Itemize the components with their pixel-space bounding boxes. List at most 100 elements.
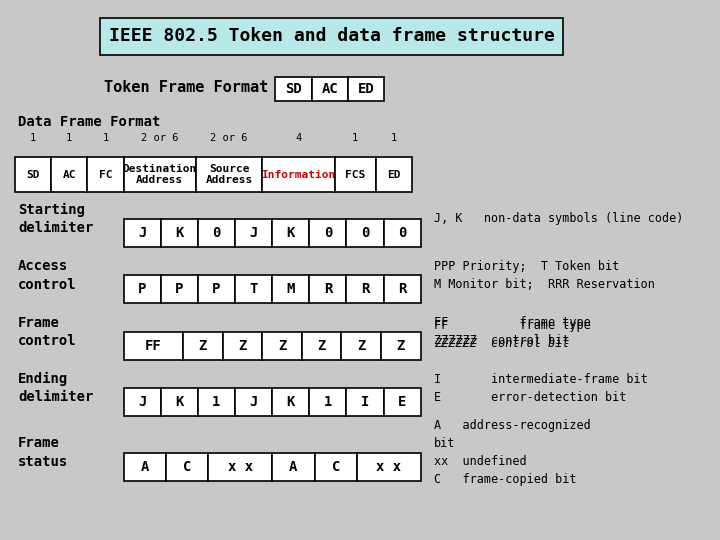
- Text: Frame
status: Frame status: [18, 436, 68, 469]
- Text: FF          frame type: FF frame type: [434, 319, 590, 332]
- FancyBboxPatch shape: [310, 275, 346, 303]
- Text: K: K: [287, 226, 295, 240]
- Text: K: K: [175, 395, 184, 409]
- FancyBboxPatch shape: [310, 219, 346, 247]
- FancyBboxPatch shape: [276, 77, 312, 101]
- Text: Frame
control: Frame control: [18, 315, 76, 348]
- Text: K: K: [287, 395, 295, 409]
- Text: 1: 1: [66, 133, 72, 144]
- FancyBboxPatch shape: [262, 157, 335, 192]
- FancyBboxPatch shape: [346, 219, 384, 247]
- Text: ED: ED: [358, 82, 374, 96]
- FancyBboxPatch shape: [235, 219, 272, 247]
- Text: FF          frame type
ZZZZZZ  control bit: FF frame type ZZZZZZ control bit: [434, 316, 590, 347]
- Text: Data Frame Format: Data Frame Format: [18, 115, 161, 129]
- Text: 1: 1: [324, 395, 332, 409]
- Text: x x: x x: [228, 460, 253, 474]
- FancyBboxPatch shape: [222, 332, 262, 360]
- FancyBboxPatch shape: [124, 157, 196, 192]
- Text: Z: Z: [278, 339, 287, 353]
- Text: M: M: [287, 282, 295, 296]
- Text: Access
control: Access control: [18, 259, 76, 292]
- Text: 2 or 6: 2 or 6: [141, 133, 179, 144]
- FancyBboxPatch shape: [196, 157, 262, 192]
- Text: FC: FC: [99, 170, 112, 180]
- Text: 1: 1: [352, 133, 359, 144]
- Text: R: R: [361, 282, 369, 296]
- Text: 1: 1: [391, 133, 397, 144]
- Text: Ending
delimiter: Ending delimiter: [18, 372, 94, 404]
- FancyBboxPatch shape: [166, 453, 209, 481]
- FancyBboxPatch shape: [272, 275, 310, 303]
- Text: 0: 0: [398, 226, 406, 240]
- Text: J: J: [249, 226, 258, 240]
- FancyBboxPatch shape: [312, 77, 348, 101]
- Text: K: K: [175, 226, 184, 240]
- Text: Token Frame Format: Token Frame Format: [104, 80, 269, 95]
- Text: A   address-recognized
bit
xx  undefined
C   frame-copied bit: A address-recognized bit xx undefined C …: [434, 419, 590, 486]
- FancyBboxPatch shape: [124, 388, 161, 416]
- FancyBboxPatch shape: [262, 332, 302, 360]
- FancyBboxPatch shape: [272, 388, 310, 416]
- Text: Information: Information: [261, 170, 336, 180]
- Text: I       intermediate-frame bit
E       error-detection bit: I intermediate-frame bit E error-detecti…: [434, 373, 648, 404]
- Text: P: P: [138, 282, 146, 296]
- FancyBboxPatch shape: [124, 275, 161, 303]
- Text: C: C: [332, 460, 340, 474]
- FancyBboxPatch shape: [124, 332, 183, 360]
- Text: FCS: FCS: [345, 170, 366, 180]
- Text: Z: Z: [238, 339, 247, 353]
- Text: x x: x x: [377, 460, 402, 474]
- Text: J, K   non-data symbols (line code): J, K non-data symbols (line code): [434, 212, 683, 226]
- FancyBboxPatch shape: [198, 388, 235, 416]
- Text: 1: 1: [30, 133, 36, 144]
- Text: 2 or 6: 2 or 6: [210, 133, 248, 144]
- FancyBboxPatch shape: [161, 388, 198, 416]
- FancyBboxPatch shape: [87, 157, 124, 192]
- Text: J: J: [249, 395, 258, 409]
- FancyBboxPatch shape: [357, 453, 420, 481]
- Text: R: R: [398, 282, 406, 296]
- Text: J: J: [138, 226, 146, 240]
- Text: SD: SD: [285, 82, 302, 96]
- Text: A: A: [289, 460, 297, 474]
- FancyBboxPatch shape: [302, 332, 341, 360]
- Text: Destination
Address: Destination Address: [122, 164, 197, 185]
- FancyBboxPatch shape: [335, 157, 376, 192]
- FancyBboxPatch shape: [346, 388, 384, 416]
- Text: 0: 0: [324, 226, 332, 240]
- Text: ED: ED: [387, 170, 401, 180]
- FancyBboxPatch shape: [315, 453, 357, 481]
- FancyBboxPatch shape: [272, 453, 315, 481]
- FancyBboxPatch shape: [341, 332, 381, 360]
- Text: Z: Z: [357, 339, 366, 353]
- FancyBboxPatch shape: [124, 453, 166, 481]
- Text: E: E: [398, 395, 406, 409]
- FancyBboxPatch shape: [346, 275, 384, 303]
- FancyBboxPatch shape: [235, 275, 272, 303]
- FancyBboxPatch shape: [124, 219, 161, 247]
- FancyBboxPatch shape: [384, 219, 420, 247]
- Text: 4: 4: [295, 133, 302, 144]
- Text: Z: Z: [397, 339, 405, 353]
- Text: C: C: [183, 460, 192, 474]
- FancyBboxPatch shape: [381, 332, 420, 360]
- Text: 0: 0: [212, 226, 220, 240]
- FancyBboxPatch shape: [348, 77, 384, 101]
- Text: PPP Priority;  T Token bit
M Monitor bit;  RRR Reservation: PPP Priority; T Token bit M Monitor bit;…: [434, 260, 654, 291]
- Text: AC: AC: [322, 82, 338, 96]
- FancyBboxPatch shape: [161, 219, 198, 247]
- FancyBboxPatch shape: [209, 453, 272, 481]
- FancyBboxPatch shape: [161, 275, 198, 303]
- Text: 0: 0: [361, 226, 369, 240]
- Text: ZZZZZZ  control bit: ZZZZZZ control bit: [434, 337, 570, 350]
- FancyBboxPatch shape: [14, 157, 51, 192]
- Text: Source
Address: Source Address: [206, 164, 253, 185]
- FancyBboxPatch shape: [198, 275, 235, 303]
- FancyBboxPatch shape: [272, 219, 310, 247]
- FancyBboxPatch shape: [384, 275, 420, 303]
- Text: FF: FF: [145, 339, 162, 353]
- Text: P: P: [212, 282, 220, 296]
- Text: Starting
delimiter: Starting delimiter: [18, 202, 94, 235]
- Text: SD: SD: [26, 170, 40, 180]
